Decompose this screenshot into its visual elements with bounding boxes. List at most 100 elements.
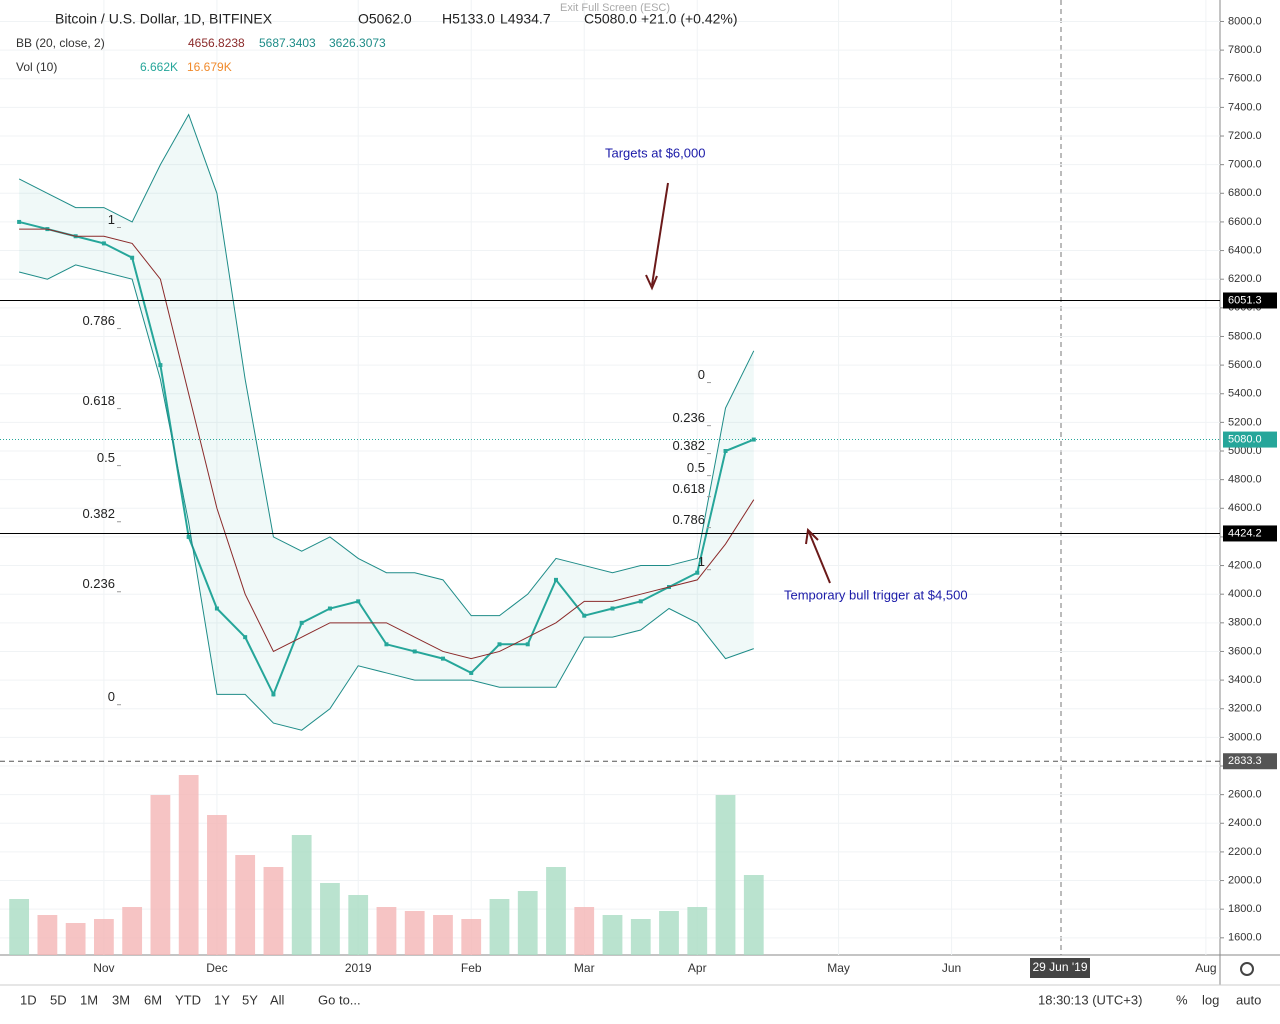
range-button[interactable]: 6M <box>144 992 162 1007</box>
y-tick-label: 1600.0 <box>1228 932 1262 944</box>
x-tick-label: Jun <box>942 961 961 975</box>
close-marker <box>723 449 728 454</box>
bb-name[interactable]: BB (20, close, 2) <box>16 36 105 50</box>
range-button[interactable]: YTD <box>175 992 201 1007</box>
volume-bar <box>348 895 369 955</box>
close-marker <box>158 363 163 368</box>
close-marker <box>299 620 304 625</box>
close-marker <box>695 570 700 575</box>
close-marker <box>101 241 106 246</box>
vol-name[interactable]: Vol (10) <box>16 60 57 74</box>
range-button[interactable]: 5Y <box>242 992 258 1007</box>
close-marker <box>356 599 361 604</box>
volume-bar <box>207 815 227 955</box>
y-tick-label: 4000.0 <box>1228 588 1262 600</box>
volume-bar <box>433 915 453 955</box>
fib-label: 0.786 <box>672 512 705 527</box>
volume-bar <box>320 883 340 955</box>
volume-bar <box>122 907 143 955</box>
fib-label: 0 <box>698 367 705 382</box>
ohlc-close: C5080.0 <box>584 11 637 27</box>
y-tick-label: 2400.0 <box>1228 817 1262 829</box>
y-tick-label: 3600.0 <box>1228 645 1262 657</box>
y-tick-label: 1800.0 <box>1228 903 1262 915</box>
y-tick-label: 4200.0 <box>1228 559 1262 571</box>
range-button[interactable]: 1Y <box>214 992 230 1007</box>
volume-bar <box>743 875 764 955</box>
arrow <box>651 182 669 286</box>
fib-label: 0.5 <box>687 460 705 475</box>
bb-mid: 4656.8238 <box>188 36 245 50</box>
ohlc-change: +21.0 (+0.42%) <box>641 11 738 27</box>
y-tick-label: 7600.0 <box>1228 73 1262 85</box>
close-marker <box>440 656 445 661</box>
arrow <box>808 531 831 584</box>
close-marker <box>327 606 332 611</box>
range-button[interactable]: 1D <box>20 992 37 1007</box>
exit-fullscreen[interactable]: Exit Full Screen (ESC) <box>560 2 670 14</box>
close-marker <box>610 606 615 611</box>
ohlc-low: L4934.7 <box>500 11 551 27</box>
bb-lower: 3626.3073 <box>329 36 386 50</box>
fib-label: 1 <box>108 212 115 227</box>
price-label: 6051.3 <box>1228 294 1262 306</box>
close-marker <box>186 534 191 539</box>
x-tick-label: 2019 <box>345 961 372 975</box>
band-fill <box>19 114 754 731</box>
fib-label: 0.5 <box>97 450 115 465</box>
y-tick-label: 7800.0 <box>1228 44 1262 56</box>
x-tick-label: Dec <box>206 961 227 975</box>
y-tick-label: 5200.0 <box>1228 416 1262 428</box>
price-label-box <box>1223 753 1277 770</box>
close-marker <box>582 613 587 618</box>
settings-icon[interactable] <box>1240 962 1254 976</box>
range-button[interactable]: 5D <box>50 992 67 1007</box>
price-label-box <box>1223 525 1277 542</box>
y-tick-label: 5800.0 <box>1228 330 1262 342</box>
close-marker <box>497 642 502 647</box>
annotation: Targets at $6,000 <box>605 145 705 160</box>
vol-ma: 16.679K <box>187 60 232 74</box>
y-tick-label: 5400.0 <box>1228 388 1262 400</box>
percent-toggle[interactable]: % <box>1176 992 1188 1007</box>
range-button[interactable]: 1M <box>80 992 98 1007</box>
price-label-box <box>1223 431 1277 448</box>
y-tick-label: 2600.0 <box>1228 789 1262 801</box>
volume-bar <box>489 899 510 955</box>
volume-bar <box>65 923 86 955</box>
y-tick-label: 8000.0 <box>1228 15 1262 27</box>
range-button[interactable]: 3M <box>112 992 130 1007</box>
volume-bar <box>546 867 566 955</box>
goto[interactable]: Go to... <box>318 992 361 1007</box>
time-marker-box <box>1030 958 1090 978</box>
vol-value: 6.662K <box>140 60 178 74</box>
log-toggle[interactable]: log <box>1202 992 1219 1007</box>
volume-bar <box>602 915 623 955</box>
y-tick-label: 3400.0 <box>1228 674 1262 686</box>
series-line <box>19 264 754 731</box>
x-tick-label: Aug <box>1195 961 1216 975</box>
x-tick-label: Nov <box>93 961 114 975</box>
volume-bar <box>404 911 425 955</box>
series-line <box>19 228 755 660</box>
close-marker <box>271 692 276 697</box>
close-marker <box>384 642 389 647</box>
range-button[interactable]: All <box>270 992 285 1007</box>
volume-bar <box>178 775 199 955</box>
fib-label: 0 <box>108 689 115 704</box>
y-tick-label: 5000.0 <box>1228 445 1262 457</box>
fib-label: 0.382 <box>82 506 115 521</box>
fib-label: 0.236 <box>82 576 115 591</box>
volume-bar <box>659 911 679 955</box>
fib-label: 0.382 <box>672 438 705 453</box>
y-tick-label: 7400.0 <box>1228 101 1262 113</box>
x-tick-label: May <box>827 961 850 975</box>
series-line <box>18 113 755 617</box>
y-tick-label: 5600.0 <box>1228 359 1262 371</box>
y-tick-label: 6600.0 <box>1228 216 1262 228</box>
close-marker <box>17 219 22 224</box>
fib-label: 0.786 <box>82 313 115 328</box>
symbol[interactable]: Bitcoin / U.S. Dollar, 1D, BITFINEX <box>55 11 273 27</box>
auto-toggle[interactable]: auto <box>1236 992 1261 1007</box>
